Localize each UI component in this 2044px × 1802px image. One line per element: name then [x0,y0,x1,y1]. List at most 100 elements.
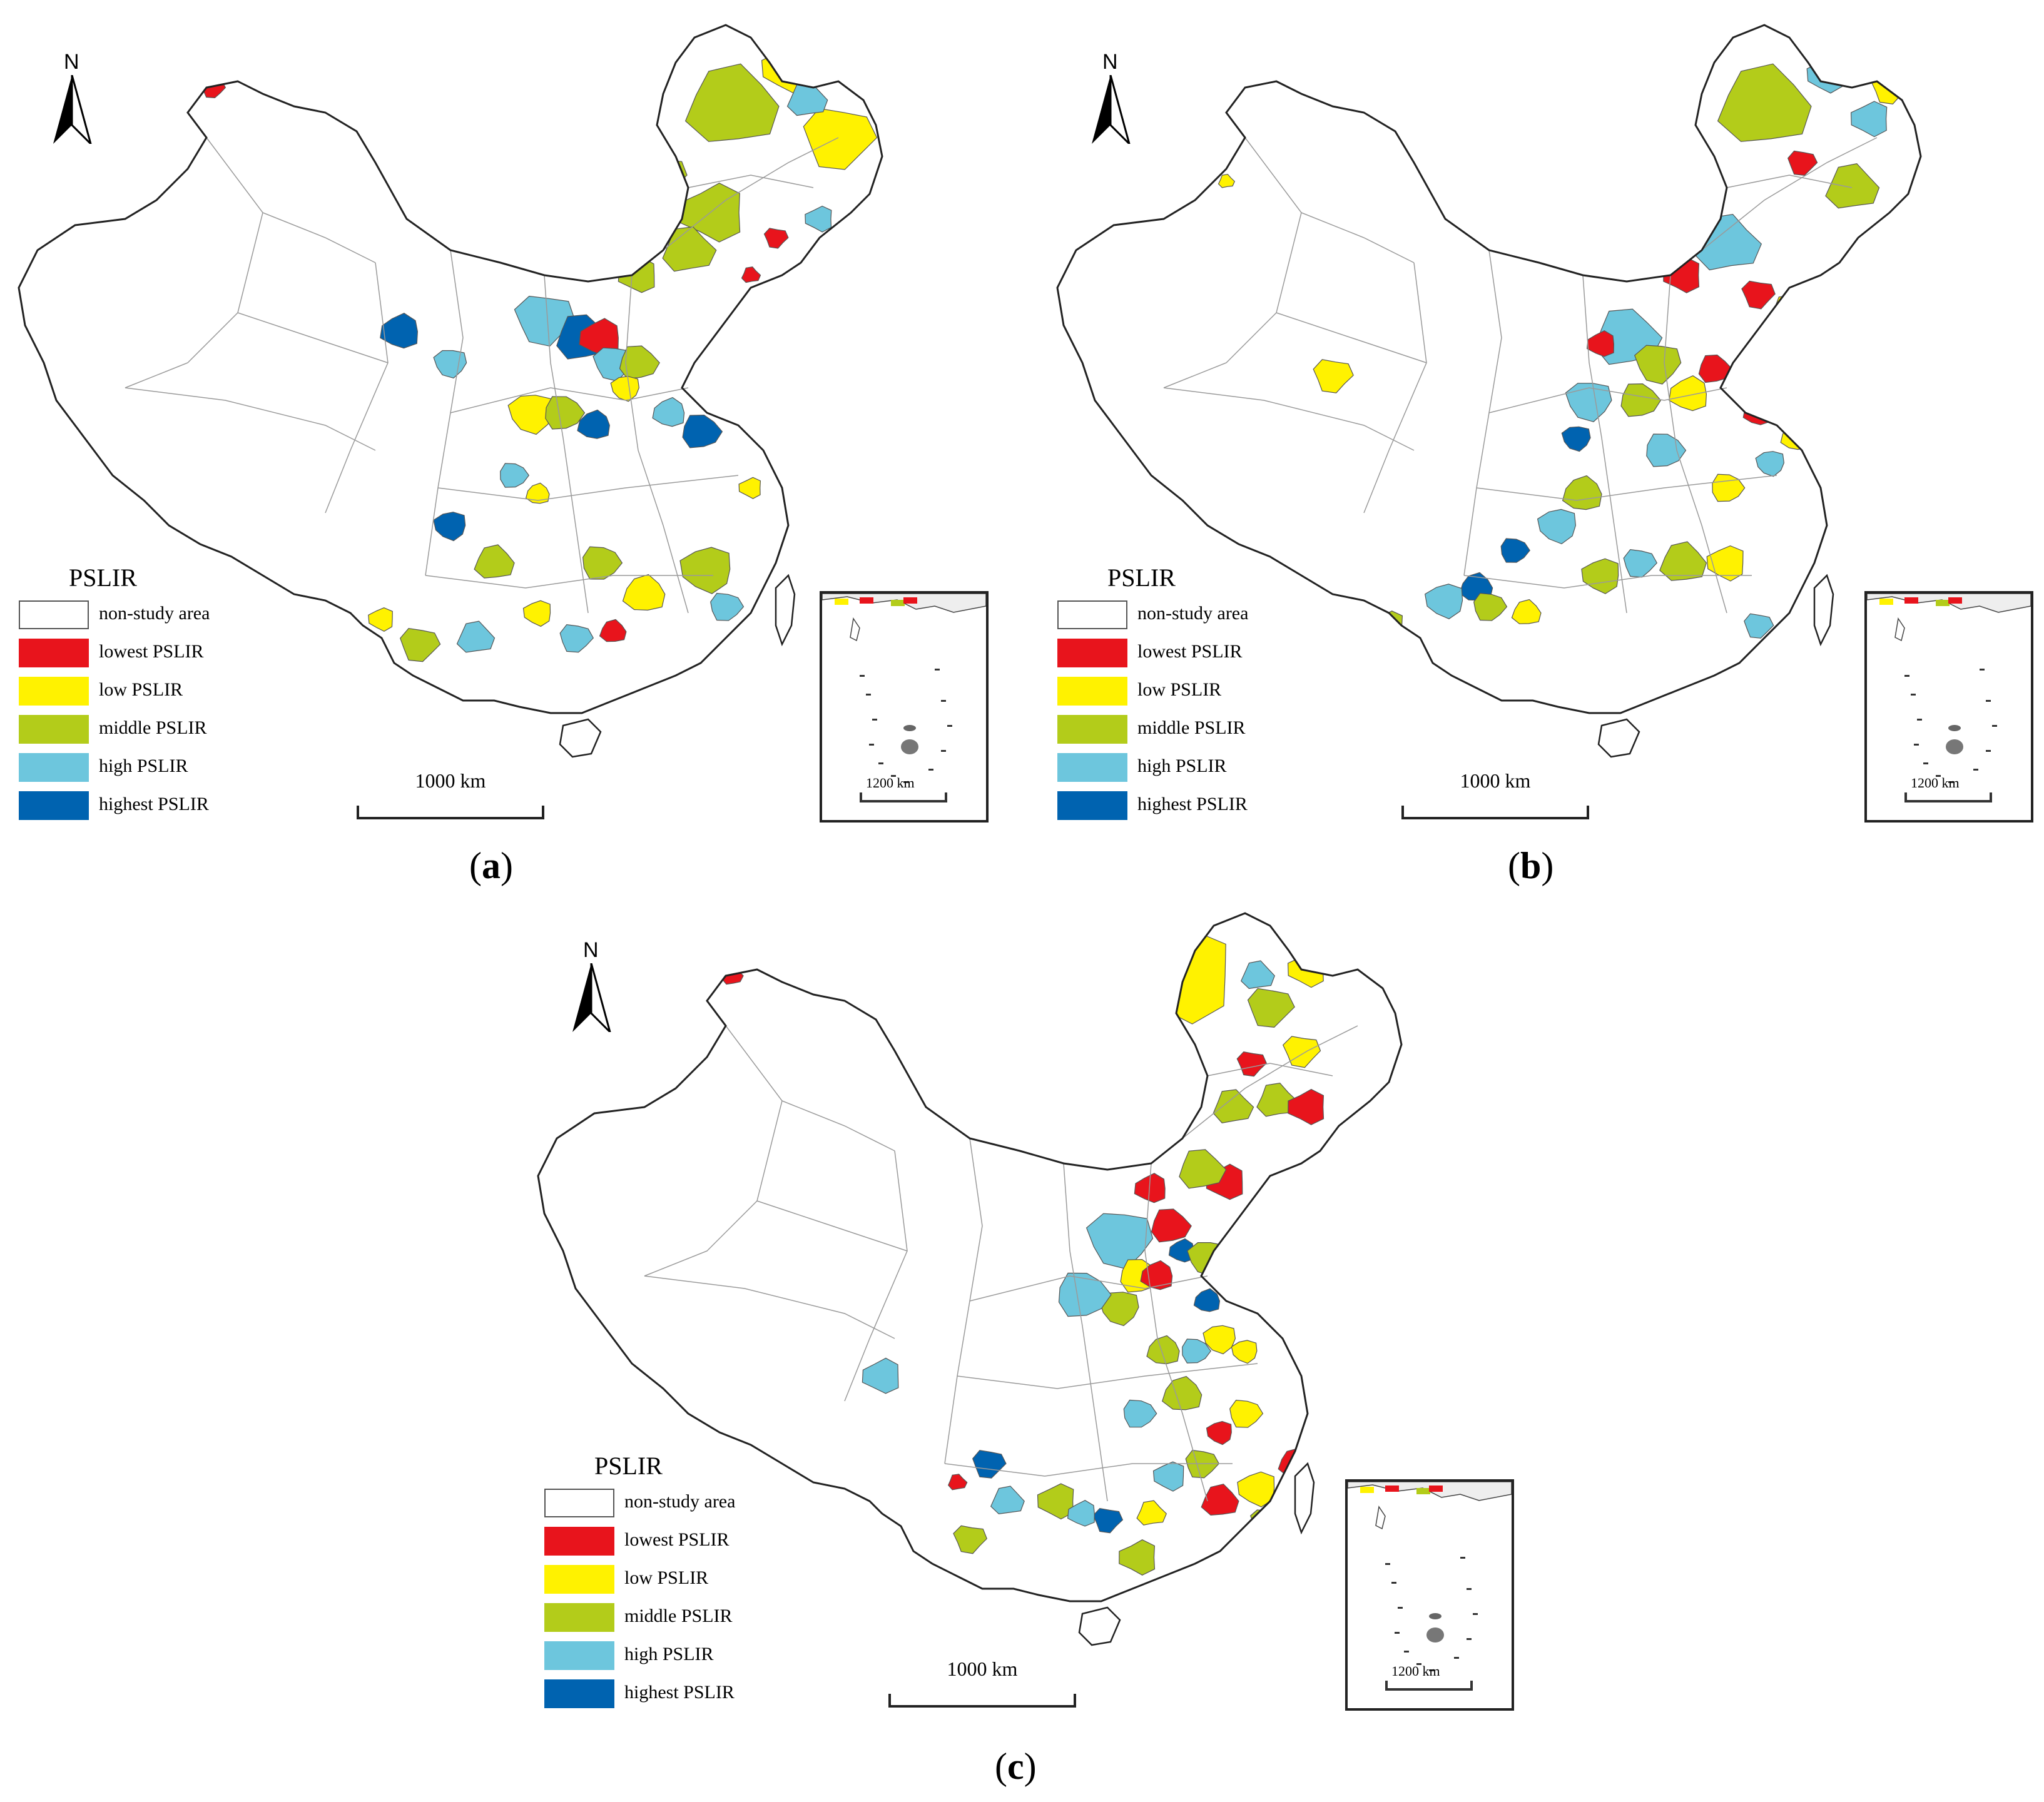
taiwan-island [1294,1462,1315,1535]
region-middle [1179,1149,1227,1189]
legend-item-highest: highest PSLIR [1057,791,1320,824]
scale-label: 1000 km [1460,769,1531,792]
province-boundary [644,1275,895,1339]
region-high [990,1486,1025,1515]
legend-item-middle: middle PSLIR [544,1603,807,1636]
region-middle [474,544,515,579]
legend-swatch-lowest [544,1527,614,1556]
region-lowest [1201,1484,1239,1516]
province-boundary [206,137,376,263]
region-highest [682,414,723,448]
country-boundary [1056,24,1922,714]
region-high [1058,1272,1112,1317]
province-boundary [688,175,814,188]
region-middle [953,1525,988,1554]
legend-swatch-lowest [1057,639,1127,667]
region-lowest [1288,1088,1325,1125]
region-low [1712,473,1746,502]
province-boundary [663,137,839,251]
legend-swatch-highest [19,791,89,820]
region-lowest [1236,1214,1267,1240]
region-low [507,395,554,435]
legend-label: high PSLIR [99,756,188,776]
region-middle [1634,345,1682,385]
region-middle [1473,592,1508,621]
province-boundary [1207,1063,1333,1076]
inset-scale-label: 1200 km [1391,1663,1440,1679]
country-fill [538,913,1401,1601]
region-high [1565,383,1612,422]
legend-label: middle PSLIR [624,1606,733,1626]
province-boundary [644,1100,783,1277]
country-fill [1057,25,1921,713]
province-boundary [1276,312,1427,363]
region-low [1136,1500,1167,1526]
region-lowest [947,1474,968,1491]
region-middle [1581,558,1619,594]
legend-label: non-study area [99,603,210,624]
legend-label: lowest PSLIR [624,1529,730,1550]
legend-swatch-highest [544,1679,614,1708]
region-middle [1787,624,1814,652]
province-boundary [725,1025,895,1152]
region-highest [1500,538,1530,563]
inset-scale-label: 1200 km [866,775,915,791]
legend-item-lowest: lowest PSLIR [19,639,282,671]
province-boundary [437,475,739,501]
map-panel-c: N PSLIR non-study area lowest PSLIR low PSLI… [519,888,1545,1733]
region-middle [1213,1089,1254,1123]
panel-label-b: (b) [1508,845,1554,886]
province-boundary [1163,212,1302,388]
province-boundary [756,1200,908,1252]
country-boundary [18,24,883,714]
region-middle [1247,988,1295,1028]
hainan-island [1078,1606,1121,1646]
legend-item-nonstudy: non-study area [19,600,282,633]
region-middle [1372,610,1403,641]
legend-item-high: high PSLIR [544,1641,807,1674]
legend-item-high: high PSLIR [19,753,282,786]
region-high [1182,1339,1212,1364]
legend-title: PSLIR [69,564,137,592]
region-lowest [1140,1260,1173,1290]
north-label: N [1102,50,1118,74]
scale-bar-line [1401,806,1589,819]
province-boundary [625,275,689,614]
region-middle [679,547,731,594]
region-high [1537,509,1577,545]
legend-item-nonstudy: non-study area [544,1489,807,1521]
region-lowest [1741,280,1776,310]
province-boundary [1488,387,1727,413]
legend-swatch-high [19,753,89,782]
province-boundary [425,575,713,589]
north-arrow-icon: N [569,938,613,1032]
legend-label: non-study area [624,1491,736,1512]
province-boundary [450,387,689,413]
legend-item-middle: middle PSLIR [19,715,282,747]
region-low [803,108,878,170]
china-map-a [18,24,883,758]
scale-label: 1000 km [415,769,486,792]
legend-label: highest PSLIR [99,794,209,814]
region-middle [1659,541,1707,581]
region-highest [1092,1507,1124,1534]
region-high [710,592,745,621]
region-high [805,205,832,233]
legend-swatch-low [1057,677,1127,706]
legend-swatch-low [19,677,89,706]
scale-label: 1000 km [947,1658,1018,1680]
country-boundary [537,912,1403,1602]
china-map-b [1056,24,1922,758]
scale-bar-line [357,806,544,819]
region-low [1706,545,1744,582]
region-lowest [1206,1420,1232,1445]
taiwan-island [775,574,796,647]
province-boundary [957,1363,1258,1389]
province-boundary [1363,262,1427,514]
legend-title: PSLIR [594,1452,663,1480]
region-high [1123,1399,1157,1428]
region-high [862,1357,899,1394]
region-middle [1825,163,1880,209]
inset-scale-label: 1200 km [1911,775,1960,791]
region-lowest [1698,354,1733,383]
